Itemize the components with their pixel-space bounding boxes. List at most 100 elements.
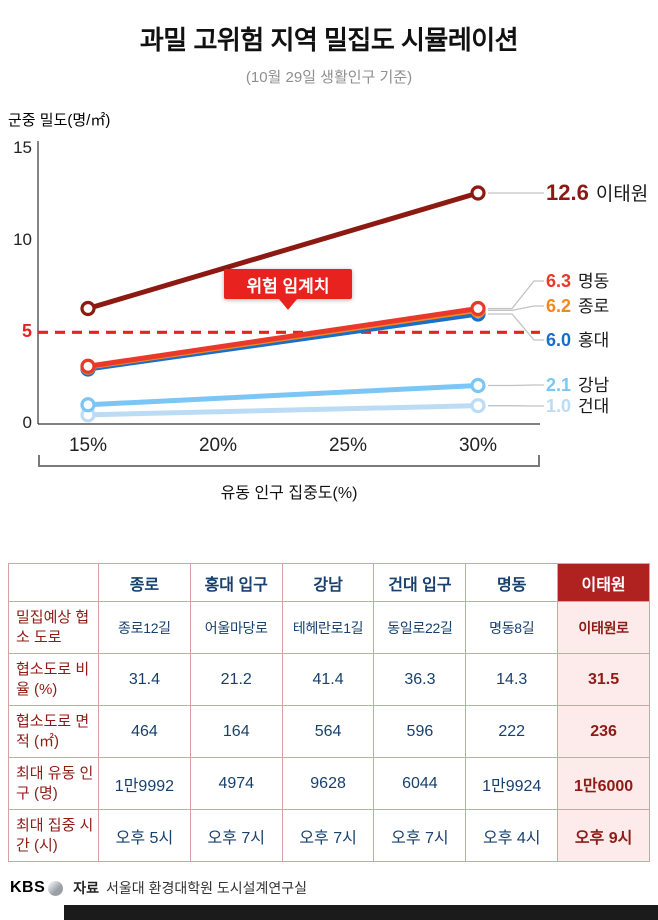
table-cell: 6044 (373, 757, 467, 810)
row-label: 협소도로 비율 (%) (8, 653, 99, 706)
threshold-callout-label: 위험 임계치 (246, 276, 330, 296)
table-cell: 31.4 (98, 653, 191, 706)
corner-cell (8, 563, 99, 602)
footer: KBS 자료 서울대 환경대학원 도시설계연구실 (10, 878, 307, 898)
chart-canvas (37, 141, 544, 425)
table-cell: 14.3 (465, 653, 559, 706)
series-end-label-5: 1.0 건대 (546, 395, 609, 419)
series-line-1 (85, 306, 481, 369)
source-label: 자료 (73, 880, 100, 896)
series-name: 건대 (578, 397, 610, 416)
table-cell: 596 (373, 705, 467, 758)
series-line-0 (85, 190, 481, 311)
col-header-3: 강남 (281, 563, 375, 602)
label-connector-1 (488, 280, 544, 310)
table-header-row: 종로 홍대 입구 강남 건대 입구 명동 이태원 (8, 563, 650, 602)
x-axis-title: 유동 인구 집중도(%) (220, 485, 358, 502)
x-tick-label: 30% (458, 435, 498, 456)
y-tick-label: 0 (22, 413, 32, 432)
data-point-4 (80, 397, 96, 413)
table-cell: 564 (281, 705, 375, 758)
series-end-value: 6.0 (546, 330, 572, 350)
series-end-label-2: 6.2 종로 (546, 295, 609, 319)
series-name: 홍대 (578, 331, 610, 350)
row-label: 최대 집중 시간 (시) (8, 809, 99, 862)
col-header-2: 홍대 입구 (189, 563, 283, 602)
density-line-chart: 군중 밀도(명/㎡) 위험 임계치 유동 인구 집중도(%) 0 5 10 15 15%… (0, 103, 658, 515)
series-end-label-4: 2.1 강남 (546, 374, 609, 398)
table-cell: 테헤란로1길 (281, 601, 375, 654)
series-end-value: 12.6 (546, 180, 589, 205)
kbs-globe-icon (48, 880, 64, 896)
data-point-5 (470, 398, 486, 414)
table-row-2: 협소도로 면적 (㎡) 464 164 564 596 222 236 (8, 705, 650, 758)
table-cell: 36.3 (373, 653, 467, 706)
table-cell: 21.2 (189, 653, 283, 706)
series-name: 명동 (578, 272, 610, 291)
series-end-value: 6.3 (546, 271, 572, 291)
table-cell: 1만9992 (98, 757, 191, 810)
x-tick-label: 20% (198, 435, 238, 456)
data-point-0 (470, 185, 486, 201)
x-tick-label: 15% (68, 435, 108, 456)
page-title: 과밀 고위험 지역 밀집도 시뮬레이션 (139, 25, 519, 55)
label-connector-3 (488, 313, 544, 341)
table-cell: 오후 7시 (189, 809, 283, 862)
table-cell: 464 (98, 705, 191, 758)
col-header-6: 이태원 (557, 563, 650, 602)
table-cell: 41.4 (281, 653, 375, 706)
table-cell: 31.5 (557, 653, 650, 706)
row-label: 최대 유동 인구 (명) (8, 757, 99, 810)
data-point-4 (470, 377, 486, 394)
row-label: 협소도로 면적 (㎡) (8, 705, 99, 758)
table-cell: 어울마당로 (189, 601, 283, 654)
series-name: 이태원 (595, 184, 649, 205)
y-tick-label: 15 (13, 138, 32, 157)
col-header-4: 건대 입구 (373, 563, 467, 602)
series-name: 종로 (578, 297, 610, 316)
series-end-label-3: 6.0 홍대 (546, 329, 609, 353)
table-row-3: 최대 유동 인구 (명) 1만9992 4974 9628 6044 1만9924 1만60… (8, 757, 650, 810)
col-header-1: 종로 (98, 563, 191, 602)
data-point-1 (470, 300, 486, 317)
table-cell: 222 (465, 705, 559, 758)
threshold-callout: 위험 임계치 (224, 269, 352, 310)
series-end-label-1: 6.3 명동 (546, 270, 609, 294)
series-line-5 (85, 403, 481, 418)
y-tick-label: 10 (13, 229, 32, 249)
series-name: 강남 (578, 376, 610, 395)
label-connector-4 (488, 384, 544, 387)
col-header-5: 명동 (465, 563, 559, 602)
series-end-value: 6.2 (546, 296, 572, 316)
series-end-value: 2.1 (546, 375, 572, 395)
table-cell: 이태원로 (557, 601, 650, 654)
table-cell: 오후 4시 (465, 809, 559, 862)
table-cell: 오후 5시 (98, 809, 191, 862)
x-tick-label: 25% (328, 435, 368, 456)
data-point-0 (80, 300, 96, 317)
label-connector-2 (488, 305, 544, 311)
table-cell: 오후 9시 (557, 809, 650, 862)
table-cell: 오후 7시 (281, 809, 375, 862)
table-cell: 명동8길 (465, 601, 559, 654)
down-arrow-icon (279, 299, 297, 310)
table-row-4: 최대 집중 시간 (시) 오후 5시 오후 7시 오후 7시 오후 7시 오후 4시 오후 … (8, 809, 650, 862)
x-range-bracket (38, 455, 540, 467)
page-subtitle: (10월 29일 생활인구 기준) (245, 69, 413, 86)
stats-table-wrap: 종로 홍대 입구 강남 건대 입구 명동 이태원 밀집예상 협소 도로 종로12길 어울마당로 테… (8, 563, 650, 862)
table-cell: 동일로22길 (373, 601, 467, 654)
kbs-logo: KBS (10, 879, 64, 897)
y-axis-title: 군중 밀도(명/㎡) (8, 112, 111, 129)
table-cell: 1만9924 (465, 757, 559, 810)
series-end-value: 1.0 (546, 396, 572, 416)
table-cell: 236 (557, 705, 650, 758)
table-cell: 종로12길 (98, 601, 191, 654)
table-row-1: 협소도로 비율 (%) 31.4 21.2 41.4 36.3 14.3 31.5 (8, 653, 650, 706)
table-row-0: 밀집예상 협소 도로 종로12길 어울마당로 테헤란로1길 동일로22길 명동8길 이태원로 (8, 601, 650, 654)
series-end-label-0: 12.6 이태원 (546, 179, 648, 209)
table-cell: 4974 (189, 757, 283, 810)
series-line-4 (85, 383, 481, 408)
row-label: 밀집예상 협소 도로 (8, 601, 99, 654)
table-cell: 오후 7시 (373, 809, 467, 862)
